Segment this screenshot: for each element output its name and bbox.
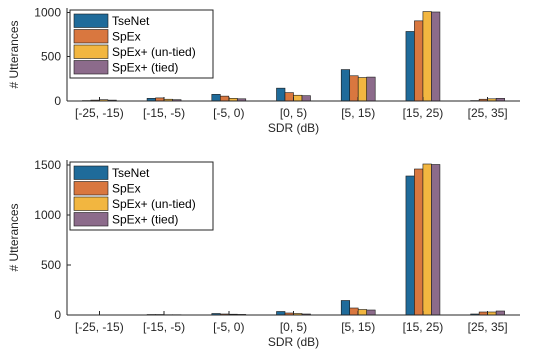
x-axis-label: SDR (dB) <box>268 335 319 349</box>
legend-swatch-1 <box>73 165 109 180</box>
legend-label-2: SpEx <box>112 182 141 196</box>
bar-2-series-2-cat-5 <box>349 307 359 316</box>
bar-1-series-3-cat-4 <box>293 94 303 102</box>
x-tick-label: [-5, 0) <box>213 106 244 120</box>
x-tick-label: [25, 35] <box>468 320 508 334</box>
y-tick-label: 500 <box>41 50 61 64</box>
x-tick-label: [5, 15) <box>341 106 375 120</box>
bar-1-series-2-cat-3 <box>219 95 230 102</box>
bar-2-series-3-cat-6 <box>422 163 432 316</box>
legend-label-1: TseNet <box>112 166 150 180</box>
y-tick-label: 1000 <box>34 5 61 19</box>
bar-1-series-1-cat-4 <box>276 87 286 102</box>
legend-swatch-1 <box>73 13 109 28</box>
y-tick-label: 500 <box>41 258 61 272</box>
bar-1-series-1-cat-3 <box>211 94 221 102</box>
bar-2-series-3-cat-5 <box>357 309 368 316</box>
x-tick-label: [15, 25) <box>403 320 444 334</box>
legend-label-4: SpEx+ (tied) <box>112 213 178 227</box>
legend-label-1: TseNet <box>112 14 150 28</box>
legend-swatch-3 <box>73 196 109 211</box>
y-axis-label: # Utterances <box>7 20 21 88</box>
bar-2-series-4-cat-7 <box>495 310 505 316</box>
x-tick-label: [-25, -15) <box>75 106 124 120</box>
x-tick-label: [0, 5) <box>280 106 307 120</box>
y-tick-label: 0 <box>54 94 61 108</box>
bar-1-series-2-cat-5 <box>349 75 359 102</box>
x-tick-label: [-15, -5) <box>143 320 185 334</box>
legend-swatch-2 <box>73 181 109 196</box>
bar-2-series-4-cat-6 <box>431 164 441 316</box>
bar-1-series-4-cat-6 <box>431 11 441 102</box>
bar-2-series-1-cat-4 <box>276 311 286 316</box>
bar-2-series-1-cat-6 <box>405 175 415 316</box>
x-tick-label: [0, 5) <box>280 320 307 334</box>
bar-2-series-4-cat-5 <box>366 309 376 316</box>
legend-label-2: SpEx <box>112 30 141 44</box>
chart-panel-1: 0 500 1000 [-25, -15) [-15, -5) [-5, 0) [0, 5)… <box>7 5 520 135</box>
legend-swatch-4 <box>73 212 109 227</box>
bar-1-series-2-cat-4 <box>284 92 294 102</box>
bar-1-series-3-cat-6 <box>422 11 432 102</box>
bar-1-series-1-cat-6 <box>405 31 415 102</box>
x-axis-label: SDR (dB) <box>268 121 319 135</box>
legend-swatch-2 <box>73 29 109 44</box>
x-tick-label: [-15, -5) <box>143 106 185 120</box>
legend-label-3: SpEx+ (un-tied) <box>112 197 196 211</box>
x-tick-label: [-5, 0) <box>213 320 244 334</box>
y-tick-label: 1500 <box>34 158 61 172</box>
chart-panel-2: 0 500 1000 1500 [-25, -15) [-15, -5) [-5, 0) [0… <box>7 158 520 349</box>
bar-1-series-4-cat-5 <box>366 76 376 102</box>
legend-swatch-3 <box>73 44 109 59</box>
bar-1-series-3-cat-5 <box>357 77 368 102</box>
legend-label-3: SpEx+ (un-tied) <box>112 45 196 59</box>
y-axis-label: # Utterances <box>7 203 21 271</box>
bar-1-series-2-cat-6 <box>414 20 424 102</box>
bar-2-series-1-cat-5 <box>340 300 351 316</box>
x-tick-label: [5, 15) <box>341 320 375 334</box>
x-tick-label: [15, 25) <box>403 106 444 120</box>
bar-1-series-1-cat-5 <box>340 69 351 102</box>
legend-swatch-4 <box>73 60 109 75</box>
bar-1-series-4-cat-4 <box>301 95 311 102</box>
y-tick-label: 1000 <box>34 208 61 222</box>
x-tick-label: [25, 35] <box>468 106 508 120</box>
x-tick-label: [-25, -15) <box>75 320 124 334</box>
legend-label-4: SpEx+ (tied) <box>112 61 178 75</box>
y-tick-label: 0 <box>54 308 61 322</box>
bar-2-series-2-cat-6 <box>414 168 424 316</box>
